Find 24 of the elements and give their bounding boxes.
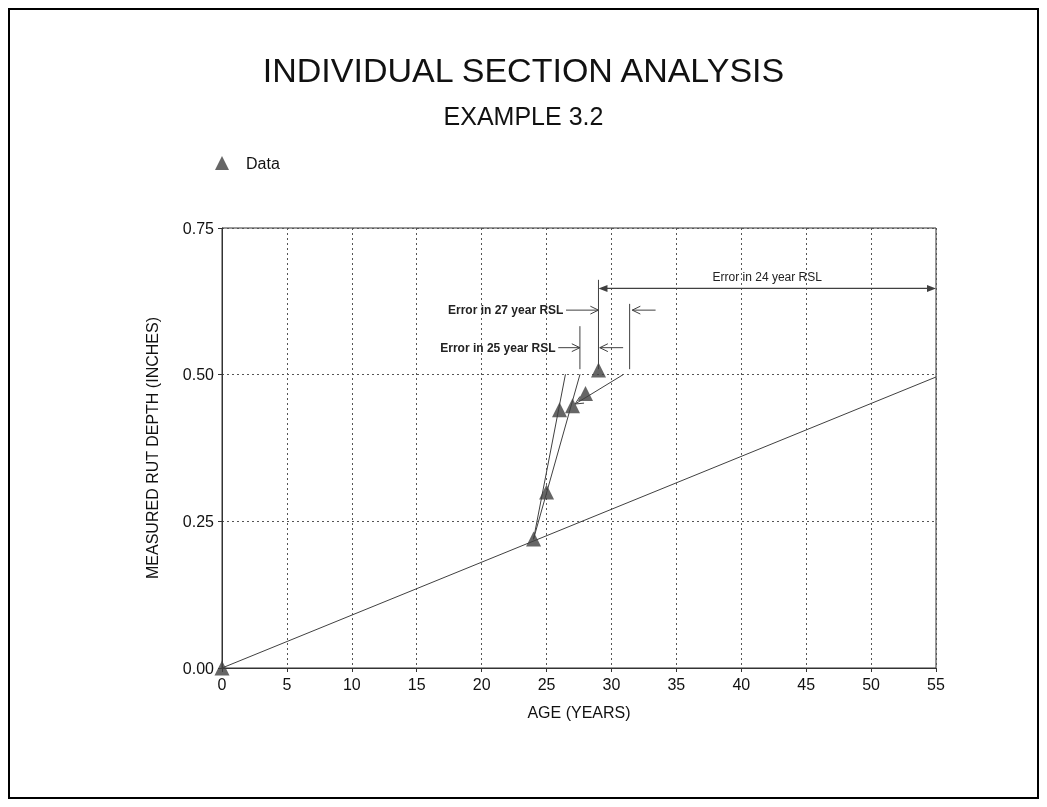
x-tick-label: 20: [472, 675, 491, 693]
legend-label: Data: [246, 154, 280, 172]
y-axis-title: MEASURED RUT DEPTH (INCHES): [143, 317, 161, 579]
x-tick-label: 45: [797, 675, 816, 693]
x-tick-label: 55: [927, 675, 945, 693]
x-tick-label: 0: [217, 675, 227, 693]
x-tick-label: 35: [667, 675, 686, 693]
y-tick-label: 0.50: [182, 366, 215, 384]
annotation: Error in 25 year RSL: [440, 340, 556, 355]
chart-subtitle: EXAMPLE 3.2: [443, 101, 604, 130]
x-tick-label: 10: [342, 675, 361, 693]
annotation: Error in 24 year RSL: [712, 269, 823, 284]
x-tick-label: 40: [732, 675, 751, 693]
x-tick-label: 15: [407, 675, 426, 693]
x-tick-label: 5: [282, 675, 292, 693]
x-tick-label: 50: [862, 675, 881, 693]
y-tick-label: 0.25: [182, 512, 215, 530]
x-axis-title: AGE (YEARS): [527, 703, 631, 721]
annotation: Error in 27 year RSL: [448, 303, 564, 318]
y-tick-label: 0.75: [182, 219, 215, 237]
x-tick-label: 30: [602, 675, 621, 693]
y-tick-label: 0.00: [182, 659, 215, 677]
chart-title: INDIVIDUAL SECTION ANALYSIS: [262, 51, 785, 89]
x-tick-label: 25: [537, 675, 556, 693]
